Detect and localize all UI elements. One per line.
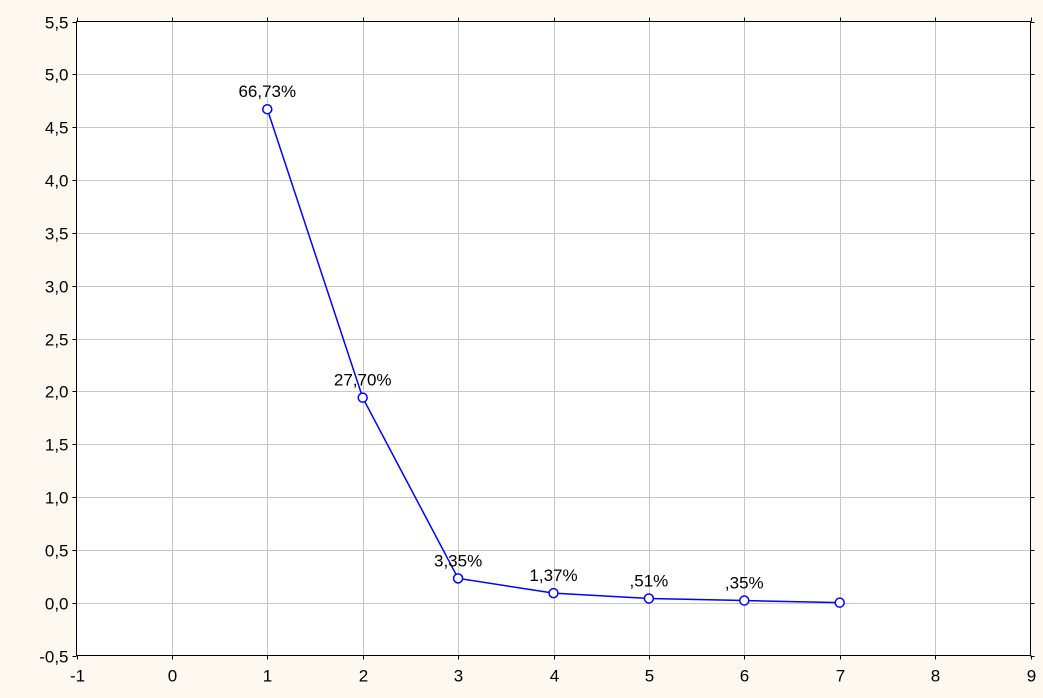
- data-label: 27,70%: [334, 371, 392, 390]
- y-tick-label: 2,5: [45, 331, 69, 350]
- x-tick-label: 6: [740, 667, 749, 686]
- y-tick-label: 5,5: [45, 14, 69, 33]
- data-label: ,35%: [725, 574, 764, 593]
- x-tick-label: 1: [263, 667, 272, 686]
- x-tick-label: 5: [645, 667, 654, 686]
- y-tick-label: 4,0: [45, 172, 69, 191]
- plot-border: [76, 21, 1031, 656]
- y-tick-label: 1,0: [45, 489, 69, 508]
- y-tick-label: 0,0: [45, 595, 69, 614]
- x-axis-ticks: -1 0 1 2 3 4 5 6 7 8 9: [70, 17, 1036, 686]
- x-tick-label: 0: [168, 667, 177, 686]
- x-tick-label: -1: [70, 667, 85, 686]
- data-point: [548, 587, 559, 599]
- data-label-layer: 66,73% 27,70% 3,35% 1,37% ,51% ,35%: [238, 82, 763, 592]
- y-tick-label: 0,5: [45, 542, 69, 561]
- x-tick-label: 2: [359, 667, 368, 686]
- data-point: [452, 573, 464, 584]
- y-axis-ticks: -0,5 0,0 0,5 1,0 1,5 2,0 2,5 3,0 3,5 4,0 4,5 5,0 5,5: [39, 14, 1035, 667]
- series-layer: [262, 103, 845, 608]
- x-tick-label: 9: [1027, 667, 1036, 686]
- y-tick-label: 1,5: [45, 436, 69, 455]
- y-tick-label: -0,5: [39, 648, 68, 667]
- x-tick-label: 4: [550, 667, 559, 686]
- data-point: [357, 392, 368, 403]
- x-tick-label: 3: [454, 667, 463, 686]
- x-tick-label: 8: [931, 667, 940, 686]
- y-tick-label: 3,0: [45, 278, 69, 297]
- data-point: [262, 103, 273, 115]
- data-label: 1,37%: [529, 566, 577, 585]
- x-tick-label: 7: [836, 667, 845, 686]
- y-tick-label: 5,0: [45, 66, 69, 85]
- data-point: [834, 597, 845, 608]
- plot-area: [76, 21, 1031, 656]
- y-tick-label: 3,5: [45, 225, 69, 244]
- data-point: [643, 593, 655, 604]
- data-label: 66,73%: [238, 82, 296, 101]
- data-label: 3,35%: [434, 551, 482, 570]
- data-label: ,51%: [630, 571, 669, 590]
- grid-layer: [76, 21, 1031, 656]
- data-point: [739, 595, 750, 606]
- y-tick-label: 2,0: [45, 383, 69, 402]
- y-tick-label: 4,5: [45, 119, 69, 138]
